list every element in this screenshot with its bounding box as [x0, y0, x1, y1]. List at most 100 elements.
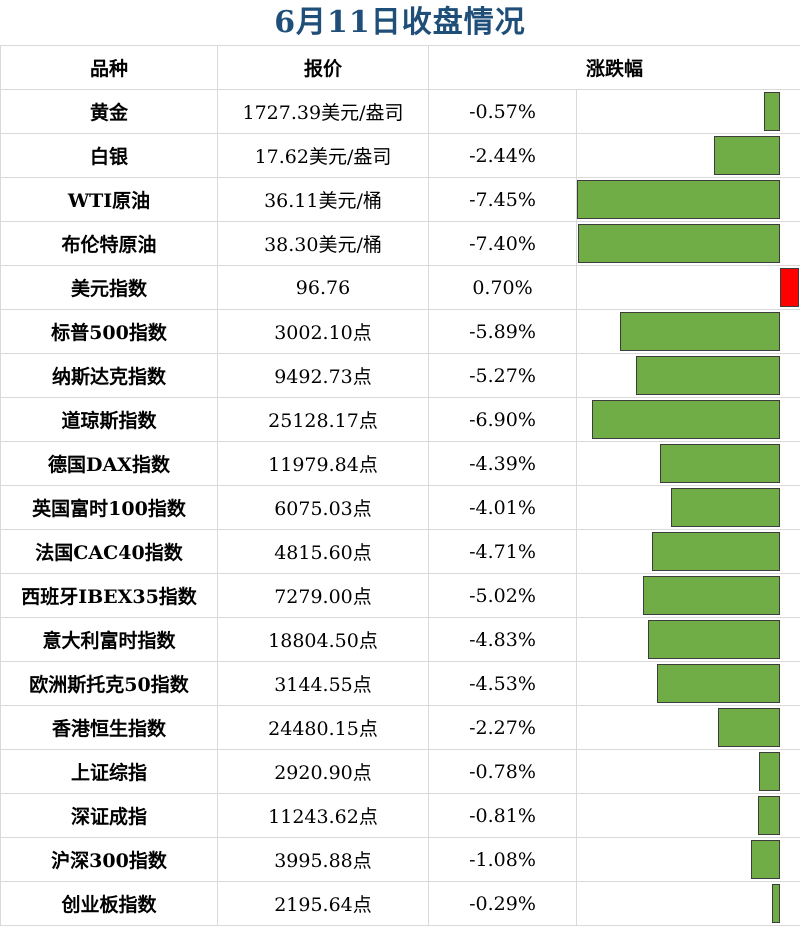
table-row: 布伦特原油 38.30美元/桶 -7.40%: [0, 221, 800, 266]
table-row: 英国富时100指数 6075.03点 -4.01%: [0, 485, 800, 530]
change-bar: [758, 752, 780, 791]
table-row: 深证成指 11243.62点 -0.81%: [0, 793, 800, 838]
change-bar: [577, 180, 780, 219]
change-bar: [772, 884, 780, 923]
category-label: 标普500指数: [0, 309, 218, 354]
table-row: 美元指数 96.76 0.70%: [0, 265, 800, 310]
bar-cell: [575, 309, 800, 354]
change-bar: [651, 532, 780, 571]
change-label: -4.39%: [428, 441, 577, 486]
bar-cell: [575, 837, 800, 882]
bar-cell: [575, 705, 800, 750]
change-bar: [656, 664, 780, 703]
price-value: 2920.90点: [217, 749, 429, 794]
price-value: 3995.88点: [217, 837, 429, 882]
category-label: 纳斯达克指数: [0, 353, 218, 398]
bar-cell: [575, 397, 800, 442]
change-bar: [643, 576, 780, 615]
change-label: -0.29%: [428, 881, 577, 926]
change-bar: [764, 92, 780, 131]
change-bar: [750, 840, 780, 879]
category-label: 创业板指数: [0, 881, 218, 926]
bar-cell: [575, 793, 800, 838]
change-bar: [757, 796, 780, 835]
table-row: 德国DAX指数 11979.84点 -4.39%: [0, 441, 800, 486]
table-row: 意大利富时指数 18804.50点 -4.83%: [0, 617, 800, 662]
price-value: 3002.10点: [217, 309, 429, 354]
table-row: 黄金 1727.39美元/盎司 -0.57%: [0, 89, 800, 134]
change-label: -1.08%: [428, 837, 577, 882]
category-label: 法国CAC40指数: [0, 529, 218, 574]
table-row: 创业板指数 2195.64点 -0.29%: [0, 881, 800, 926]
price-value: 11979.84点: [217, 441, 429, 486]
change-label: 0.70%: [428, 265, 577, 310]
category-label: 白银: [0, 133, 218, 178]
change-label: -0.78%: [428, 749, 577, 794]
table-row: 沪深300指数 3995.88点 -1.08%: [0, 837, 800, 882]
price-value: 17.62美元/盎司: [217, 133, 429, 178]
change-label: -7.45%: [428, 177, 577, 222]
table-row: 标普500指数 3002.10点 -5.89%: [0, 309, 800, 354]
category-label: 西班牙IBEX35指数: [0, 573, 218, 618]
category-label: 美元指数: [0, 265, 218, 310]
change-label: -5.27%: [428, 353, 577, 398]
change-bar: [780, 268, 800, 307]
bar-cell: [575, 441, 800, 486]
bar-cell: [575, 881, 800, 926]
page-title: 6月11日收盘情况: [274, 5, 526, 40]
change-label: -4.01%: [428, 485, 577, 530]
change-bar: [718, 708, 780, 747]
price-value: 9492.73点: [217, 353, 429, 398]
price-value: 4815.60点: [217, 529, 429, 574]
price-value: 24480.15点: [217, 705, 429, 750]
category-label: 意大利富时指数: [0, 617, 218, 662]
price-value: 18804.50点: [217, 617, 429, 662]
bar-cell: [575, 89, 800, 134]
category-label: 道琼斯指数: [0, 397, 218, 442]
price-value: 11243.62点: [217, 793, 429, 838]
table-row: 欧洲斯托克50指数 3144.55点 -4.53%: [0, 661, 800, 706]
change-label: -4.53%: [428, 661, 577, 706]
category-label: 香港恒生指数: [0, 705, 218, 750]
table-row: 香港恒生指数 24480.15点 -2.27%: [0, 705, 800, 750]
category-label: 布伦特原油: [0, 221, 218, 266]
bar-cell: [575, 529, 800, 574]
bar-cell: [575, 353, 800, 398]
change-bar: [660, 444, 780, 483]
change-bar: [578, 224, 780, 263]
category-label: 英国富时100指数: [0, 485, 218, 530]
change-bar: [619, 312, 780, 351]
bar-cell: [575, 749, 800, 794]
category-label: 上证综指: [0, 749, 218, 794]
bar-cell: [575, 661, 800, 706]
bar-cell: [575, 265, 800, 310]
table-header-row: 品种 报价 涨跌幅: [0, 45, 800, 90]
price-value: 38.30美元/桶: [217, 221, 429, 266]
change-label: -6.90%: [428, 397, 577, 442]
change-label: -4.71%: [428, 529, 577, 574]
category-label: 黄金: [0, 89, 218, 134]
price-value: 2195.64点: [217, 881, 429, 926]
change-bar: [591, 400, 780, 439]
header-price: 报价: [217, 45, 429, 90]
change-bar: [648, 620, 780, 659]
change-bar: [636, 356, 780, 395]
header-change: 涨跌幅: [427, 45, 800, 90]
price-value: 7279.00点: [217, 573, 429, 618]
price-value: 3144.55点: [217, 661, 429, 706]
change-label: -7.40%: [428, 221, 577, 266]
table-row: 纳斯达克指数 9492.73点 -5.27%: [0, 353, 800, 398]
category-label: 沪深300指数: [0, 837, 218, 882]
change-label: -2.27%: [428, 705, 577, 750]
price-value: 96.76: [217, 265, 429, 310]
bar-cell: [575, 177, 800, 222]
change-bar: [670, 488, 780, 527]
bar-cell: [575, 485, 800, 530]
bar-cell: [575, 617, 800, 662]
change-label: -2.44%: [428, 133, 577, 178]
market-table: 品种 报价 涨跌幅 黄金 1727.39美元/盎司 -0.57% 白银 17.62美元/…: [0, 45, 800, 926]
change-label: -4.83%: [428, 617, 577, 662]
category-label: 深证成指: [0, 793, 218, 838]
price-value: 36.11美元/桶: [217, 177, 429, 222]
